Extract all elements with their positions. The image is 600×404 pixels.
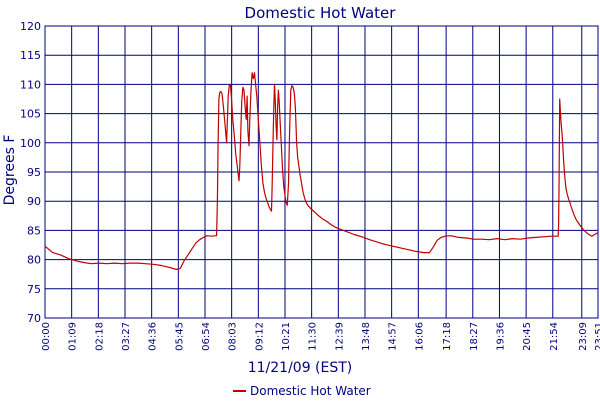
x-tick-label: 16:06 xyxy=(414,322,425,351)
x-tick-labels: 00:00 01:09 02:18 03:27 04:36 05:45 06:54 08:03… xyxy=(41,322,600,351)
x-tick-label: 03:27 xyxy=(121,322,132,351)
x-axis-label: 11/21/09 (EST) xyxy=(248,360,353,376)
y-axis-label: Degrees F xyxy=(2,135,18,206)
x-tick-label: 01:09 xyxy=(68,322,79,351)
x-tick-label: 19:36 xyxy=(495,322,506,351)
x-tick-label: 14:57 xyxy=(388,322,399,351)
y-tick-label: 95 xyxy=(27,166,41,179)
legend: Domestic Hot Water xyxy=(233,384,371,398)
x-tick-label: 12:39 xyxy=(334,322,345,351)
x-tick-label: 02:18 xyxy=(94,322,105,351)
x-tick-label: 13:48 xyxy=(361,322,372,351)
x-tick-label: 17:18 xyxy=(442,322,453,351)
x-tick-label: 10:21 xyxy=(281,322,292,351)
x-tick-label: 20:45 xyxy=(522,322,533,351)
y-tick-label: 70 xyxy=(27,312,41,325)
chart-title: Domestic Hot Water xyxy=(245,4,397,22)
x-tick-label: 11:30 xyxy=(308,322,319,351)
x-tick-label: 21:54 xyxy=(549,322,560,351)
y-tick-label: 90 xyxy=(27,195,41,208)
y-tick-label: 115 xyxy=(20,49,41,62)
x-tick-label: 09:12 xyxy=(254,322,265,351)
x-tick-label: 08:03 xyxy=(228,322,239,351)
x-tick-label: 05:45 xyxy=(174,322,185,351)
y-tick-label: 105 xyxy=(20,108,41,121)
y-tick-label: 80 xyxy=(27,254,41,267)
x-tick-label: 04:36 xyxy=(148,322,159,351)
grid xyxy=(44,25,599,319)
x-tick-label: 00:00 xyxy=(41,322,52,351)
y-tick-label: 120 xyxy=(20,20,41,33)
x-tick-label: 23:09 xyxy=(578,322,589,351)
x-tick-label: 06:54 xyxy=(201,322,212,351)
series-lines xyxy=(44,72,599,271)
y-tick-label: 85 xyxy=(27,224,41,237)
legend-label: Domestic Hot Water xyxy=(250,384,371,398)
series-line xyxy=(44,72,599,271)
y-tick-labels: 70 75 80 85 90 95 100 105 110 115 120 xyxy=(20,20,41,325)
y-tick-label: 100 xyxy=(20,137,41,150)
x-tick-label: 18:27 xyxy=(469,322,480,351)
y-tick-label: 110 xyxy=(20,78,41,91)
y-tick-label: 75 xyxy=(27,283,41,296)
x-tick-label: 23:51 xyxy=(594,322,600,351)
